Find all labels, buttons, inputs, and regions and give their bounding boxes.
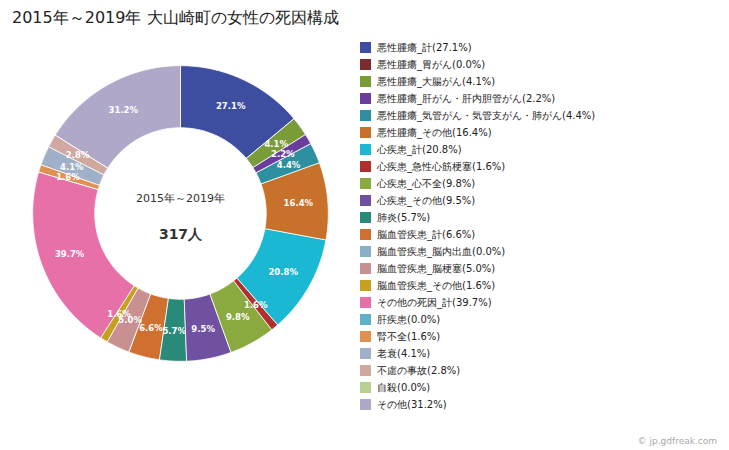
html-text:悪性腫瘍_大腸がん(4.1%): 悪性腫瘍_大腸がん(4.1%) <box>377 75 496 87</box>
svg-text:5.0%: 5.0% <box>118 315 142 326</box>
html-text:2015年～2019年 大山崎町の女性の死因構成: 2015年～2019年 大山崎町の女性の死因構成 <box>12 8 339 27</box>
svg-text:16.4%: 16.4% <box>284 198 314 208</box>
html-text:© jp.gdfreak.com: © jp.gdfreak.com <box>637 436 717 446</box>
html-text:心疾患_急性心筋梗塞(1.6%): 心疾患_急性心筋梗塞(1.6%) <box>377 160 506 172</box>
html-text:その他の死因_計(39.7%): その他の死因_計(39.7%) <box>377 296 492 308</box>
svg-text:1.6%: 1.6% <box>244 299 268 309</box>
svg-text:20.8%: 20.8% <box>268 267 298 277</box>
svg-text:6.6%: 6.6% <box>139 323 163 333</box>
svg-text:4.4%: 4.4% <box>277 160 301 170</box>
html-text:脳血管疾患_脳梗塞(5.0%): 脳血管疾患_脳梗塞(5.0%) <box>377 262 496 274</box>
svg-text:5.7%: 5.7% <box>162 326 186 336</box>
html-text:脳血管疾患_脳内出血(0.0%): 脳血管疾患_脳内出血(0.0%) <box>377 245 506 257</box>
svg-text:4.1%: 4.1% <box>264 139 288 149</box>
svg-text:4.1%: 4.1% <box>60 162 84 172</box>
html-text:肺炎(5.7%): 肺炎(5.7%) <box>377 211 431 223</box>
svg-text:31.2%: 31.2% <box>109 105 139 115</box>
svg-text:2015年～2019年: 2015年～2019年 <box>136 192 225 205</box>
html-text:心疾患_心不全(9.8%): 心疾患_心不全(9.8%) <box>377 177 476 189</box>
svg-text:39.7%: 39.7% <box>55 249 85 259</box>
svg-text:317人: 317人 <box>159 226 203 242</box>
html-text:悪性腫瘍_肝がん・肝内胆管がん(2.2%): 悪性腫瘍_肝がん・肝内胆管がん(2.2%) <box>377 92 556 104</box>
svg-text:1.6%: 1.6% <box>107 309 131 319</box>
html-text:腎不全(1.6%): 腎不全(1.6%) <box>377 330 441 342</box>
html-text:悪性腫瘍_気管がん・気管支がん・肺がん(4.4%): 悪性腫瘍_気管がん・気管支がん・肺がん(4.4%) <box>377 109 596 121</box>
html-text:自殺(0.0%): 自殺(0.0%) <box>377 381 431 393</box>
html-text:悪性腫瘍_計(27.1%): 悪性腫瘍_計(27.1%) <box>377 41 472 53</box>
html-text:不慮の事故(2.8%): 不慮の事故(2.8%) <box>377 364 461 376</box>
svg-text:2.2%: 2.2% <box>271 149 295 159</box>
html-text:その他(31.2%): その他(31.2%) <box>377 398 447 410</box>
svg-text:9.8%: 9.8% <box>226 312 250 322</box>
html-text:悪性腫瘍_その他(16.4%): 悪性腫瘍_その他(16.4%) <box>377 126 492 138</box>
svg-text:27.1%: 27.1% <box>216 101 246 111</box>
svg-text:1.6%: 1.6% <box>56 172 80 182</box>
svg-text:2.8%: 2.8% <box>66 150 90 160</box>
html-text:心疾患_その他(9.5%): 心疾患_その他(9.5%) <box>377 194 476 206</box>
svg-text:9.5%: 9.5% <box>191 324 215 334</box>
html-text:悪性腫瘍_胃がん(0.0%): 悪性腫瘍_胃がん(0.0%) <box>377 58 486 70</box>
html-text:心疾患_計(20.8%): 心疾患_計(20.8%) <box>377 143 462 155</box>
html-text:脳血管疾患_計(6.6%): 脳血管疾患_計(6.6%) <box>377 228 476 240</box>
html-text:老衰(4.1%): 老衰(4.1%) <box>377 347 431 359</box>
html-text:肝疾患(0.0%): 肝疾患(0.0%) <box>377 313 441 325</box>
html-text:脳血管疾患_その他(1.6%): 脳血管疾患_その他(1.6%) <box>377 279 496 291</box>
